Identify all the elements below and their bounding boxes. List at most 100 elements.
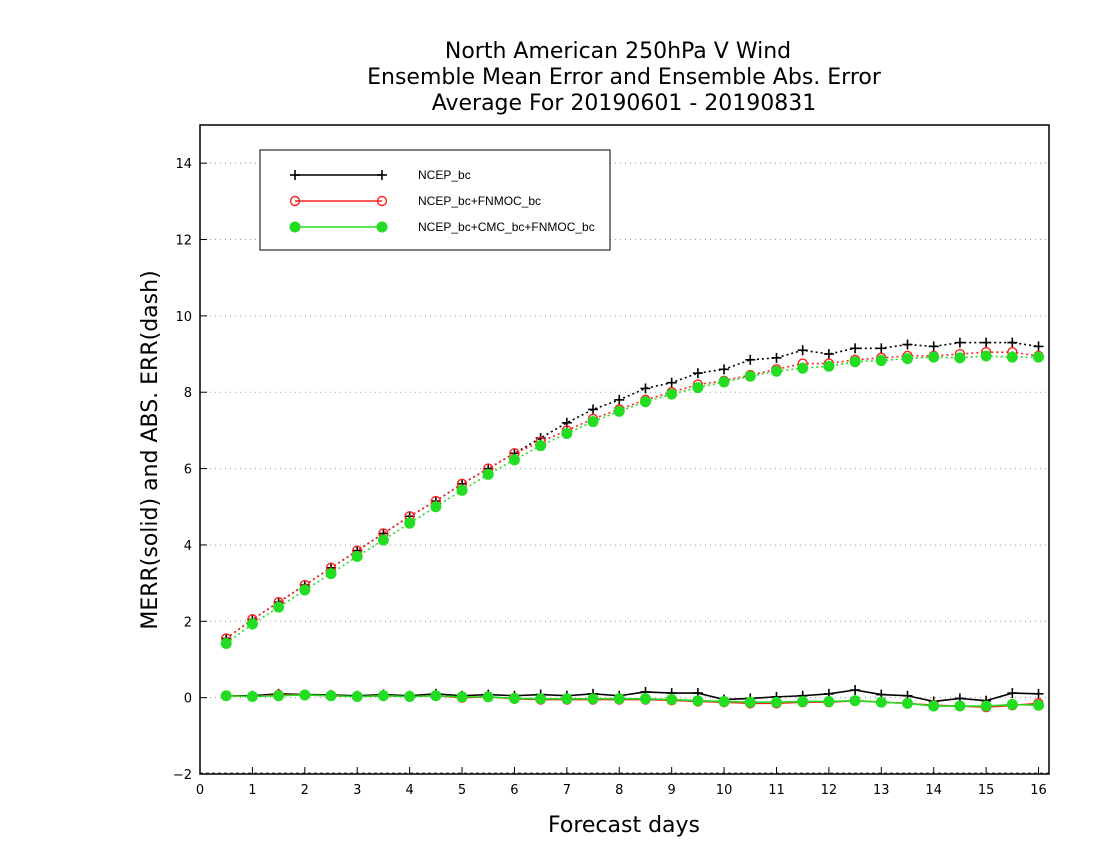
abs-err-point — [588, 404, 599, 415]
legend-marker — [376, 195, 388, 207]
abs-err-point — [587, 416, 599, 428]
legend-marker — [289, 195, 301, 207]
legend-label: NCEP_bc+CMC_bc+FNMOC_bc — [418, 220, 595, 234]
abs-err-point — [823, 349, 834, 360]
merr-point — [535, 693, 547, 705]
x-tick-label: 3 — [353, 783, 361, 798]
x-tick-label: 12 — [821, 783, 838, 798]
merr-point — [613, 693, 625, 705]
abs-err-point — [1033, 341, 1044, 352]
legend-marker — [376, 221, 388, 233]
merr-point — [954, 700, 966, 712]
y-tick-label: 2 — [184, 615, 192, 630]
x-axis-ticks: 0 1 2 3 4 5 6 7 8 9 10 11 12 13 14 15 16 — [196, 767, 1047, 798]
abs-err-point — [823, 360, 835, 372]
abs-err-point — [299, 584, 311, 596]
y-axis-label: MERR(solid) and ABS. ERR(dash) — [138, 270, 163, 629]
y-tick-label: 10 — [175, 310, 192, 325]
abs-err-point — [482, 468, 494, 480]
merr-point — [849, 695, 861, 707]
title-line-1: North American 250hPa V Wind — [445, 39, 791, 64]
merr-point — [980, 700, 992, 712]
merr-point — [692, 695, 704, 707]
merr-point — [482, 691, 494, 703]
series-layer — [220, 337, 1045, 713]
y-tick-label: 0 — [184, 692, 192, 707]
title-line-3: Average For 20190601 - 20190831 — [432, 91, 817, 116]
abs-err-point — [351, 550, 363, 562]
merr-point — [639, 693, 651, 705]
legend-marker — [290, 170, 300, 180]
merr-point — [1033, 699, 1045, 711]
merr-point — [508, 692, 520, 704]
series-2 — [220, 350, 1045, 712]
abs-err-point — [928, 351, 940, 363]
x-tick-label: 15 — [978, 783, 995, 798]
merr-point — [744, 696, 756, 708]
abs-err-point — [220, 637, 232, 649]
y-axis-ticks: −2 0 2 4 6 8 10 12 14 — [173, 157, 207, 783]
merr-point — [299, 689, 311, 701]
merr-point — [587, 693, 599, 705]
merr-point — [823, 695, 835, 707]
merr-point — [1007, 688, 1018, 699]
x-tick-label: 7 — [563, 783, 571, 798]
abs-err-point — [692, 368, 703, 379]
abs-err-point — [666, 377, 677, 388]
merr-point — [797, 695, 809, 707]
x-tick-label: 2 — [301, 783, 309, 798]
legend-label: NCEP_bc — [418, 168, 471, 182]
abs-err-point — [797, 362, 809, 374]
abs-err-point — [535, 440, 547, 452]
abs-err-point — [954, 352, 966, 364]
legend-marker — [377, 170, 387, 180]
x-tick-label: 1 — [248, 783, 256, 798]
y-tick-label: 14 — [175, 157, 192, 172]
merr-line — [226, 694, 1039, 707]
merr-point — [351, 691, 363, 703]
x-tick-label: 5 — [458, 783, 466, 798]
abs-err-line — [225, 351, 1039, 640]
merr-point — [325, 690, 337, 702]
abs-err-point — [876, 343, 887, 354]
abs-err-point — [430, 501, 442, 513]
abs-err-point — [849, 356, 861, 368]
abs-err-point — [508, 454, 520, 466]
abs-err-point — [771, 352, 782, 363]
y-tick-label: 6 — [184, 463, 192, 478]
merr-point — [273, 690, 285, 702]
gridlines — [200, 162, 1049, 774]
legend-marker — [289, 221, 301, 233]
y-tick-label: 12 — [175, 234, 192, 249]
merr-point — [404, 691, 416, 703]
abs-err-point — [875, 355, 887, 367]
abs-err-point — [273, 601, 285, 613]
x-axis-label: Forecast days — [548, 813, 700, 838]
merr-point — [850, 685, 861, 696]
abs-err-point — [744, 370, 756, 382]
x-tick-label: 4 — [405, 783, 413, 798]
legend-label: NCEP_bc+FNMOC_bc — [418, 194, 541, 208]
x-tick-label: 0 — [196, 783, 204, 798]
merr-point — [377, 690, 389, 702]
abs-err-point — [902, 339, 913, 350]
merr-point — [430, 690, 442, 702]
merr-point — [928, 700, 940, 712]
abs-err-point — [561, 427, 573, 439]
abs-err-point — [928, 341, 939, 352]
abs-err-point — [770, 365, 782, 377]
abs-err-point — [1033, 351, 1045, 363]
abs-err-point — [954, 337, 965, 348]
x-tick-label: 13 — [873, 783, 890, 798]
abs-err-point — [692, 382, 704, 394]
abs-err-point — [246, 618, 258, 630]
abs-err-point — [1007, 337, 1018, 348]
abs-err-point — [639, 396, 651, 408]
legend-items: NCEP_bc NCEP_bc+FNMOC_bc NCEP_bc+CMC_bc+FN… — [289, 168, 595, 234]
title-line-2: Ensemble Mean Error and Ensemble Abs. Er… — [367, 65, 882, 90]
y-tick-label: 8 — [184, 386, 192, 401]
merr-point — [770, 696, 782, 708]
x-tick-label: 16 — [1030, 783, 1047, 798]
merr-point — [246, 691, 258, 703]
abs-err-line — [225, 341, 1039, 640]
